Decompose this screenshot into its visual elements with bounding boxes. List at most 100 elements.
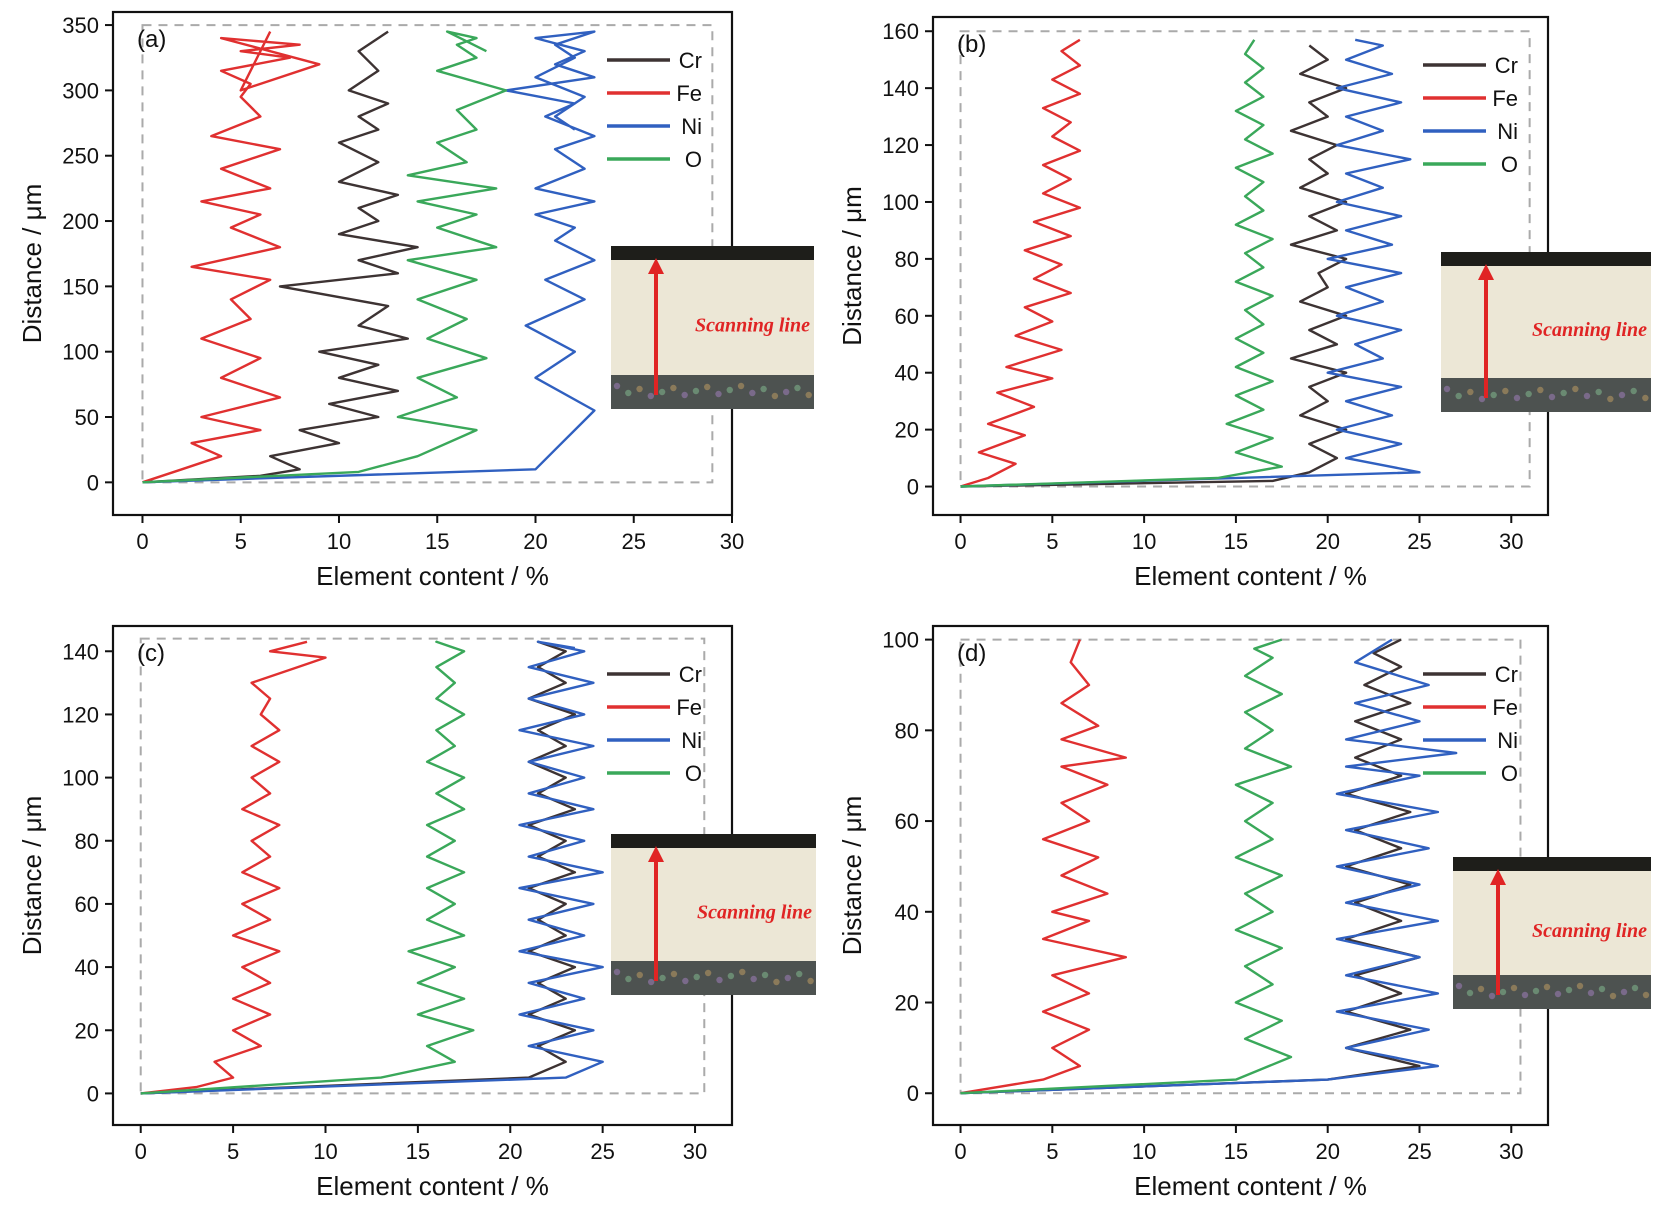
legend-label-o: O [1501,152,1518,177]
x-tick-label: 5 [227,1139,239,1164]
x-axis-title: Element content / % [1134,561,1367,591]
inset-caption: Scanning line [1532,319,1647,341]
x-tick-label: 20 [498,1139,522,1164]
inset-substrate-grain [1631,984,1639,992]
inset-substrate-grain [647,978,655,986]
inset-substrate [611,961,816,995]
x-tick-label: 30 [1499,1139,1523,1164]
inset-substrate-grain [636,971,643,979]
series-line-fe [960,639,1128,1095]
x-tick-label: 20 [1315,1139,1339,1164]
inset-substrate [1441,378,1651,412]
x-tick-label: 15 [1224,529,1248,554]
y-axis-title: Distance / μm [837,186,867,345]
legend-label-cr: Cr [1495,662,1518,687]
x-tick-label: 25 [590,1139,614,1164]
inset-substrate-grain [1587,989,1595,997]
y-tick-label: 150 [62,274,99,299]
legend-label-fe: Fe [1492,86,1518,111]
y-tick-label: 120 [62,702,99,727]
y-tick-label: 40 [895,900,919,925]
x-tick-label: 15 [406,1139,430,1164]
inset-substrate-grain [1595,388,1602,396]
panel-label: (b) [957,31,986,58]
inset-substrate-grain [658,388,666,396]
inset-substrate-grain [1583,392,1591,400]
y-tick-label: 60 [75,892,99,917]
y-tick-label: 60 [895,809,919,834]
y-tick-label: 0 [87,1081,99,1106]
legend-label-fe: Fe [1492,695,1518,720]
legend-label-o: O [1501,761,1518,786]
x-tick-label: 5 [1046,1139,1058,1164]
legend-label-ni: Ni [681,114,702,139]
inset-micrograph: Scanning line [611,246,814,409]
y-axis-title: Distance / μm [837,796,867,955]
x-tick-label: 0 [135,1139,147,1164]
inset-substrate-grain [784,974,792,982]
inset-substrate-grain [739,968,746,976]
y-tick-label: 20 [895,418,919,443]
y-tick-label: 0 [907,1081,919,1106]
inset-substrate-grain [807,977,814,985]
x-tick-label: 5 [235,529,247,554]
inset-substrate-grain [782,388,790,396]
inset-substrate-grain [1618,391,1626,399]
chart-panel-c: 0 5 10 15 20 25 30 0 20 40 60 80 100 120 140 Element co… [17,624,816,1201]
x-tick-label: 15 [1224,1139,1248,1164]
legend: Cr Fe Ni O [607,662,702,786]
series-line-cr [142,30,419,484]
series-line-cr [960,638,1421,1095]
inset-substrate-grain [1466,989,1474,997]
legend-label-cr: Cr [1495,53,1518,78]
inset-micrograph: Scanning line [611,834,816,995]
inset-substrate-grain [1642,991,1650,999]
inset-substrate-grain [796,970,803,978]
inset-substrate-grain [737,382,745,390]
inset-substrate-grain [636,385,643,393]
x-tick-label: 0 [136,529,148,554]
y-tick-label: 0 [907,475,919,500]
x-tick-label: 20 [1315,529,1339,554]
y-axis-title: Distance / μm [17,184,47,343]
chart-panel-b: 0 5 10 15 20 25 30 0 20 40 60 80 100 120 140 160 Element… [837,15,1651,591]
y-tick-label: 80 [895,718,919,743]
inset-substrate-grain [625,975,632,983]
inset-substrate-grain [1642,394,1649,402]
series-line-o [142,30,508,484]
y-tick-label: 80 [895,247,919,272]
inset-top-edge [1441,252,1651,266]
inset-substrate-grain [692,387,700,395]
y-axis-title: Distance / μm [17,796,47,955]
legend: Cr Fe Ni O [1423,53,1518,177]
inset-substrate-grain [750,975,757,983]
y-tick-label: 200 [62,209,99,234]
inset-substrate-grain [1443,385,1451,393]
legend-label-fe: Fe [676,81,702,106]
inset-substrate-grain [1598,985,1606,993]
legend-label-ni: Ni [1497,119,1518,144]
inset-substrate-grain [773,978,780,986]
inset-substrate-grain [715,390,722,398]
inset-substrate-grain [1499,988,1507,996]
inset-micrograph: Scanning line [1453,857,1651,1009]
panel-label: (a) [137,26,166,53]
x-tick-label: 10 [313,1139,337,1164]
x-axis-title: Element content / % [316,1171,549,1201]
inset-substrate-grain [1467,388,1474,396]
x-tick-label: 0 [954,1139,966,1164]
legend-label-cr: Cr [679,48,702,73]
inset-substrate-grain [726,386,733,394]
dashed-reference-box [141,24,714,484]
scanning-arrow-head [1478,264,1494,280]
inset-substrate-grain [1525,390,1532,398]
series-line-o [140,640,475,1095]
inset-substrate [1453,975,1651,1009]
y-tick-label: 80 [75,829,99,854]
series-line-fe [140,640,327,1095]
legend-label-o: O [685,761,702,786]
legend-label-o: O [685,147,702,172]
inset-caption: Scanning line [697,902,812,924]
panel-label: (d) [957,640,986,667]
x-tick-label: 20 [523,529,547,554]
